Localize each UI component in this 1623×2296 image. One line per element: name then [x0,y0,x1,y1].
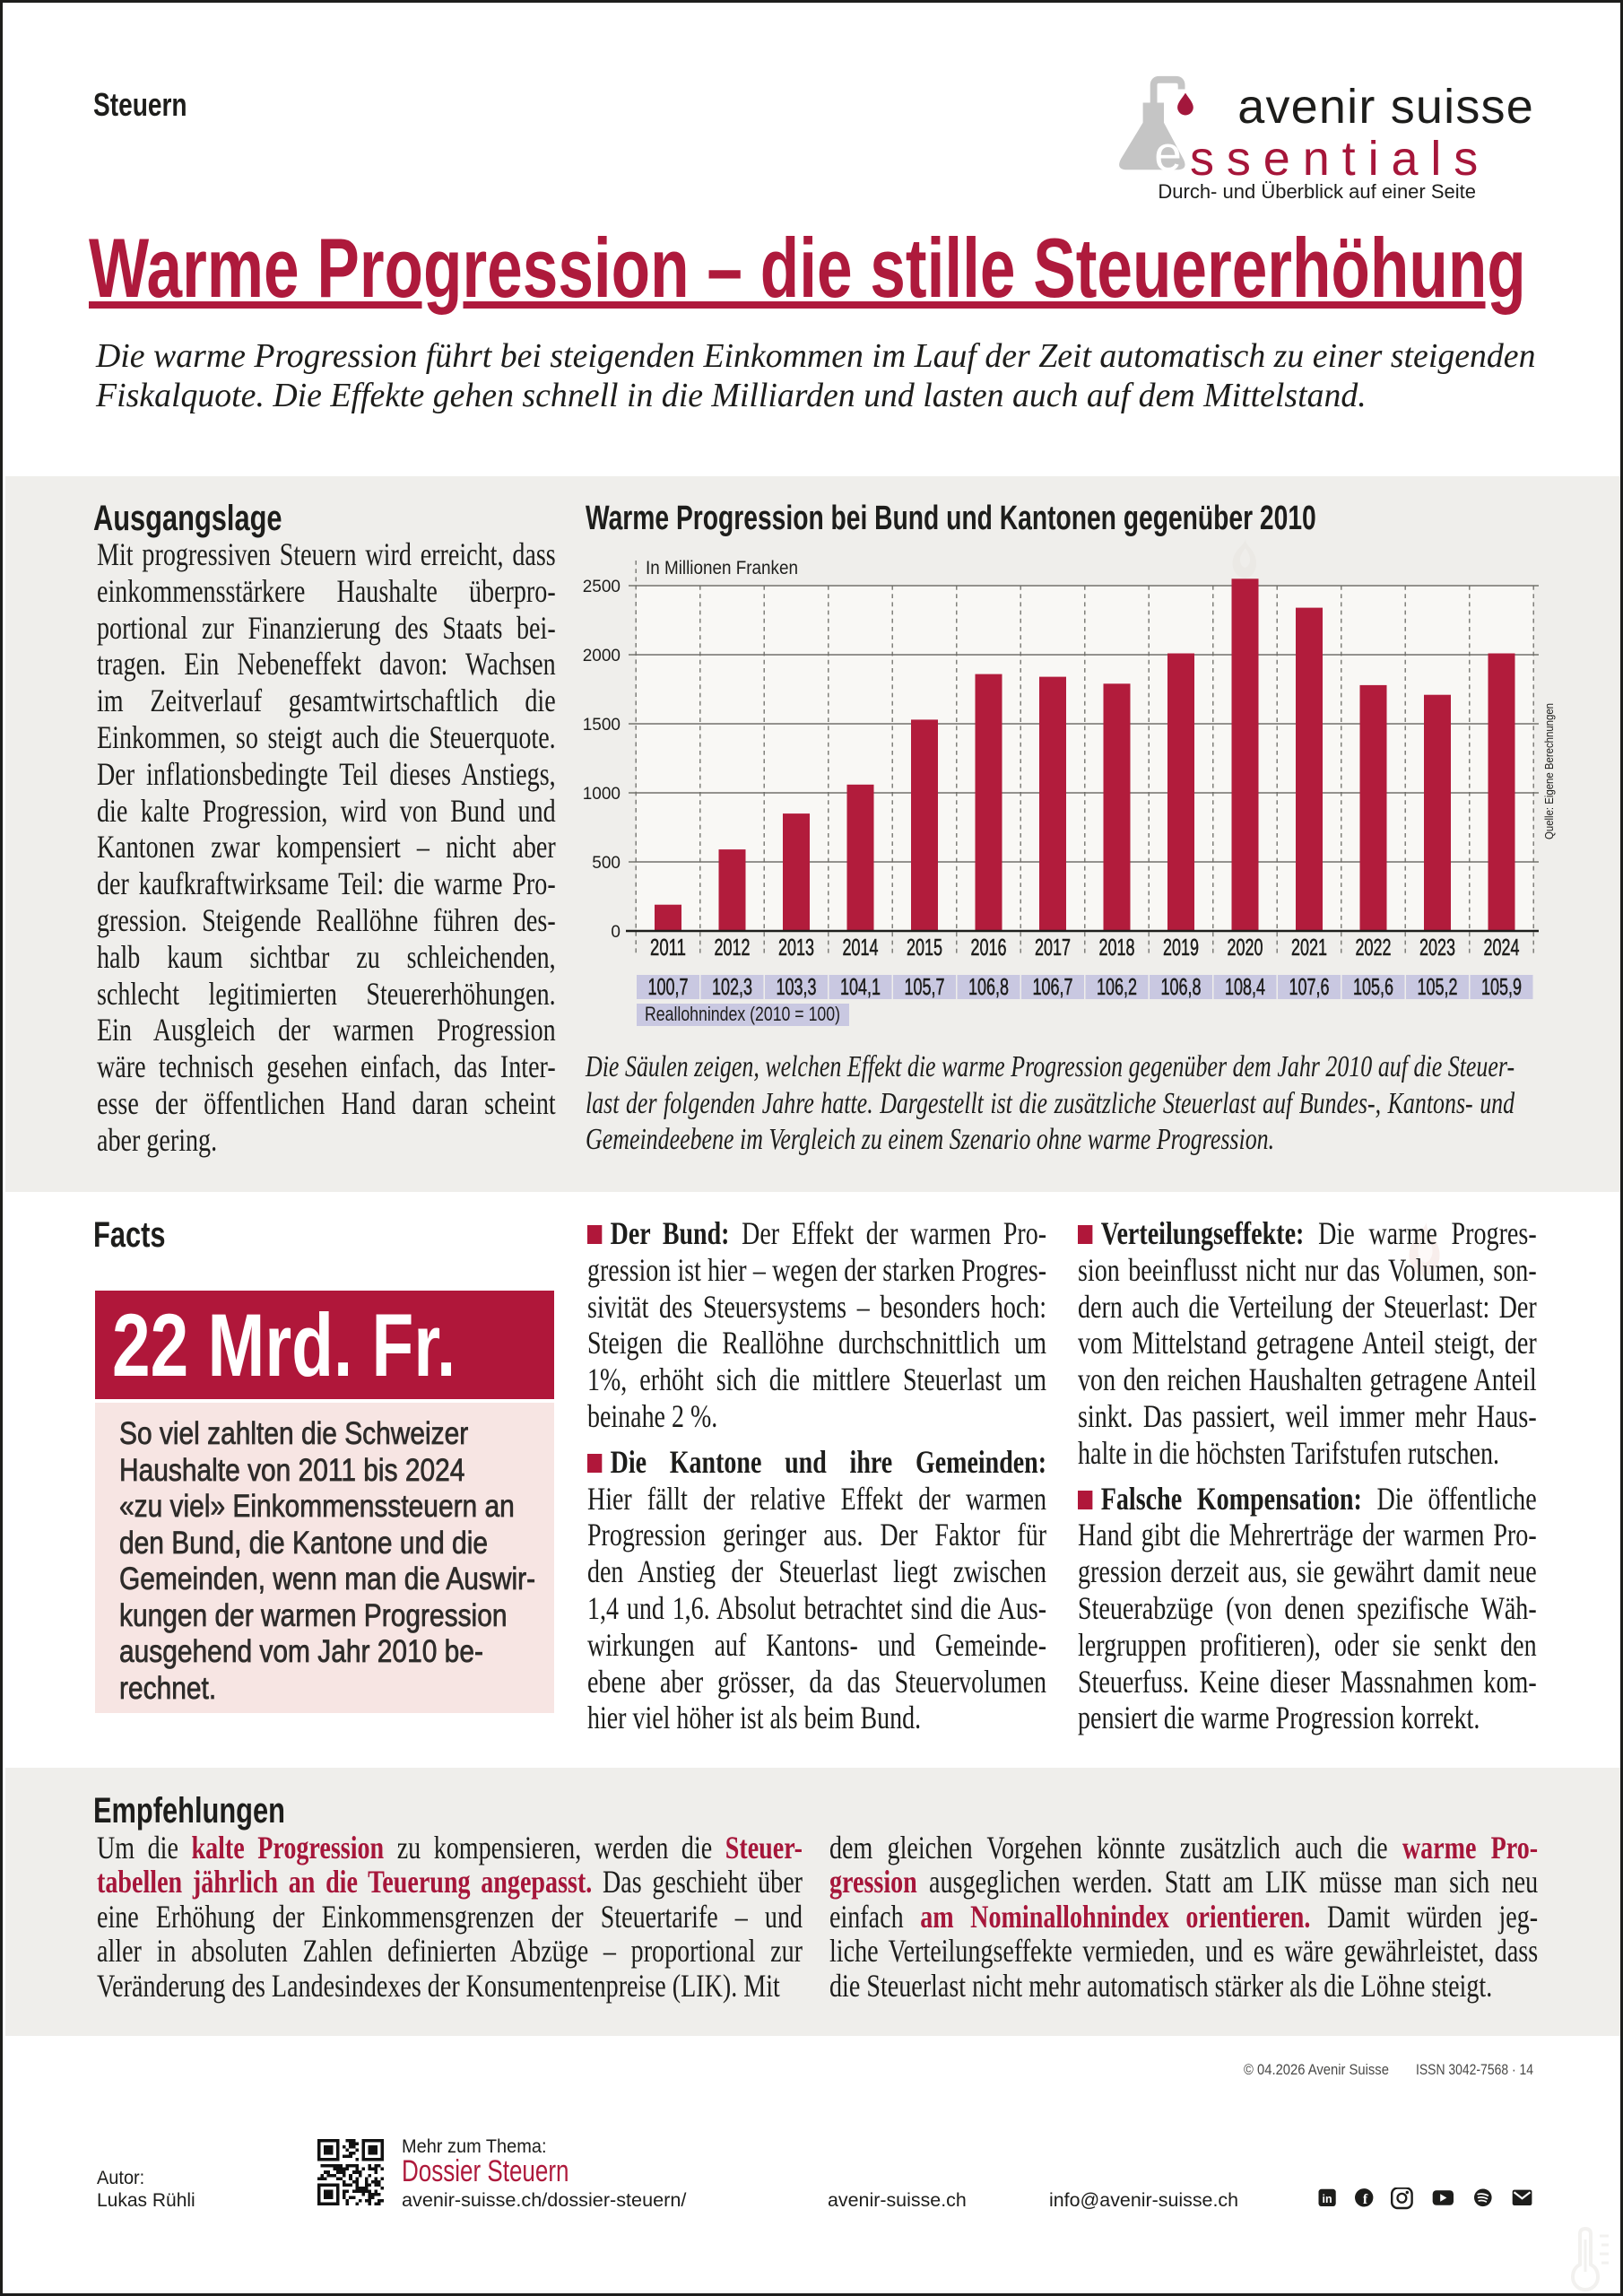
svg-text:2011: 2011 [650,934,686,961]
svg-text:2016: 2016 [971,934,1007,961]
svg-text:2020: 2020 [1228,934,1263,961]
svg-text:2018: 2018 [1099,934,1135,961]
svg-text:in: in [1323,2193,1332,2205]
svg-text:2024: 2024 [1484,934,1520,961]
svg-text:2023: 2023 [1419,934,1455,961]
svg-text:Reallohnindex (2010 = 100): Reallohnindex (2010 = 100) [645,1003,840,1025]
svg-text:107,6: 107,6 [1289,973,1330,1000]
svg-text:2015: 2015 [907,934,942,961]
svg-text:106,8: 106,8 [968,973,1009,1000]
svg-text:2000: 2000 [583,647,621,665]
svg-text:105,7: 105,7 [905,973,945,1000]
svg-text:105,6: 105,6 [1353,973,1393,1000]
svg-text:2022: 2022 [1356,934,1392,961]
svg-text:100,7: 100,7 [648,973,689,1000]
svg-text:105,2: 105,2 [1418,973,1458,1000]
svg-text:102,3: 102,3 [712,973,752,1000]
svg-text:500: 500 [592,854,621,873]
svg-text:2021: 2021 [1291,934,1327,961]
svg-text:2017: 2017 [1035,934,1071,961]
svg-text:2019: 2019 [1163,934,1199,961]
svg-text:106,2: 106,2 [1097,973,1137,1000]
svg-text:106,7: 106,7 [1033,973,1073,1000]
svg-text:2500: 2500 [583,578,621,596]
svg-text:Quelle: Eigene Berechnungen: Quelle: Eigene Berechnungen [1542,703,1556,839]
svg-text:106,8: 106,8 [1161,973,1202,1000]
svg-text:108,4: 108,4 [1225,973,1265,1000]
svg-text:104,1: 104,1 [840,973,881,1000]
svg-text:f: f [1363,2192,1368,2207]
svg-text:2014: 2014 [843,934,879,961]
svg-text:e: e [1154,126,1182,181]
svg-text:2013: 2013 [778,934,814,961]
svg-text:2012: 2012 [715,934,751,961]
svg-text:1000: 1000 [583,785,621,804]
svg-text:0: 0 [611,923,621,942]
svg-text:103,3: 103,3 [777,973,817,1000]
svg-text:In Millionen Franken: In Millionen Franken [646,558,798,578]
svg-text:1500: 1500 [583,716,621,735]
svg-text:105,9: 105,9 [1481,973,1522,1000]
